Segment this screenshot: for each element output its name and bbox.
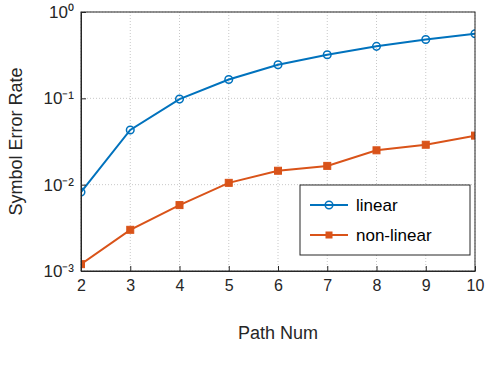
point: [472, 132, 476, 139]
legend-box: [300, 185, 470, 255]
grid-line-x: [278, 12, 279, 271]
legend-item: linear: [310, 196, 398, 215]
x-tick: 6: [274, 266, 283, 294]
x-tick-label: 8: [373, 277, 382, 294]
y-axis-title: Symbol Error Rate: [6, 67, 26, 215]
point: [323, 51, 331, 59]
y-tick-mark: [81, 185, 86, 186]
plot-frame: [81, 12, 475, 271]
grid-line-x: [228, 12, 229, 271]
x-tick-mark: [327, 266, 328, 271]
x-axis: 2 3 4 5 6 7 8 9 10: [77, 266, 484, 294]
x-tick-label: 9: [422, 277, 431, 294]
y-tick-label: 10⁻²: [43, 176, 74, 195]
legend-label: linear: [356, 196, 398, 215]
x-tick-label: 5: [225, 277, 234, 294]
x-tick-mark: [180, 266, 181, 271]
y-tick-label: 10⁻³: [43, 262, 74, 281]
y-tick: 10⁻²: [43, 176, 86, 195]
legend-marker: [325, 201, 333, 209]
x-tick-label: 6: [274, 277, 283, 294]
x-tick: 7: [323, 266, 332, 294]
point: [225, 76, 233, 84]
y-tick-label: 10⁰: [49, 3, 74, 22]
x-tick-mark: [229, 266, 230, 271]
grid-line-y: [81, 98, 475, 99]
plot: 2 3 4 5 6 7 8 9 10 10⁻³ 10⁻² 10⁻¹ 10⁰ linear non-linea…: [43, 3, 484, 294]
y-tick-mark: [81, 98, 86, 99]
series-line: [81, 136, 475, 265]
x-tick: 10: [467, 266, 485, 294]
y-tick: 10⁻³: [43, 262, 86, 281]
point: [422, 141, 429, 148]
plot-background: [81, 12, 475, 271]
x-tick: 4: [176, 266, 185, 294]
x-tick-label: 7: [323, 277, 332, 294]
point: [422, 36, 430, 44]
legend-item: non-linear: [310, 226, 432, 245]
legend-label: non-linear: [356, 226, 432, 245]
x-tick-mark: [377, 266, 378, 271]
x-tick: 8: [373, 266, 382, 294]
x-tick-label: 10: [467, 277, 485, 294]
x-tick: 5: [225, 266, 234, 294]
x-tick: 3: [126, 266, 135, 294]
x-axis-title: Path Num: [238, 323, 318, 343]
x-tick-mark: [130, 266, 131, 271]
legend-marker: [326, 232, 333, 239]
y-tick-label: 10⁻¹: [43, 89, 74, 108]
y-tick-mark: [81, 271, 86, 272]
point: [373, 147, 380, 154]
chart: 2 3 4 5 6 7 8 9 10 10⁻³ 10⁻² 10⁻¹ 10⁰ linear non-linea…: [0, 0, 492, 378]
legend-line: [310, 204, 348, 206]
y-tick: 10⁻¹: [43, 89, 86, 108]
x-tick-label: 3: [126, 277, 135, 294]
marks: [81, 30, 475, 268]
grid-line-x: [179, 12, 180, 271]
point: [471, 30, 475, 38]
point: [126, 126, 134, 134]
point: [176, 95, 184, 103]
series-line: [81, 34, 475, 192]
point: [274, 61, 282, 69]
x-tick-mark: [475, 266, 476, 271]
x-tick-label: 4: [176, 277, 185, 294]
y-axis-line: [81, 13, 82, 272]
x-tick-mark: [278, 266, 279, 271]
x-axis-line: [82, 271, 476, 272]
y-tick-mark: [81, 12, 86, 13]
x-tick: 9: [422, 266, 431, 294]
y-axis: 10⁻³ 10⁻² 10⁻¹ 10⁰: [43, 3, 86, 281]
point: [324, 162, 331, 169]
x-tick-label: 2: [77, 277, 86, 294]
point: [225, 179, 232, 186]
grid: [81, 12, 475, 271]
y-tick: 10⁰: [49, 3, 86, 22]
point: [127, 226, 134, 233]
point: [373, 43, 381, 51]
legend: linear non-linear: [300, 185, 470, 255]
point: [176, 202, 183, 209]
point: [275, 167, 282, 174]
x-tick-mark: [426, 266, 427, 271]
